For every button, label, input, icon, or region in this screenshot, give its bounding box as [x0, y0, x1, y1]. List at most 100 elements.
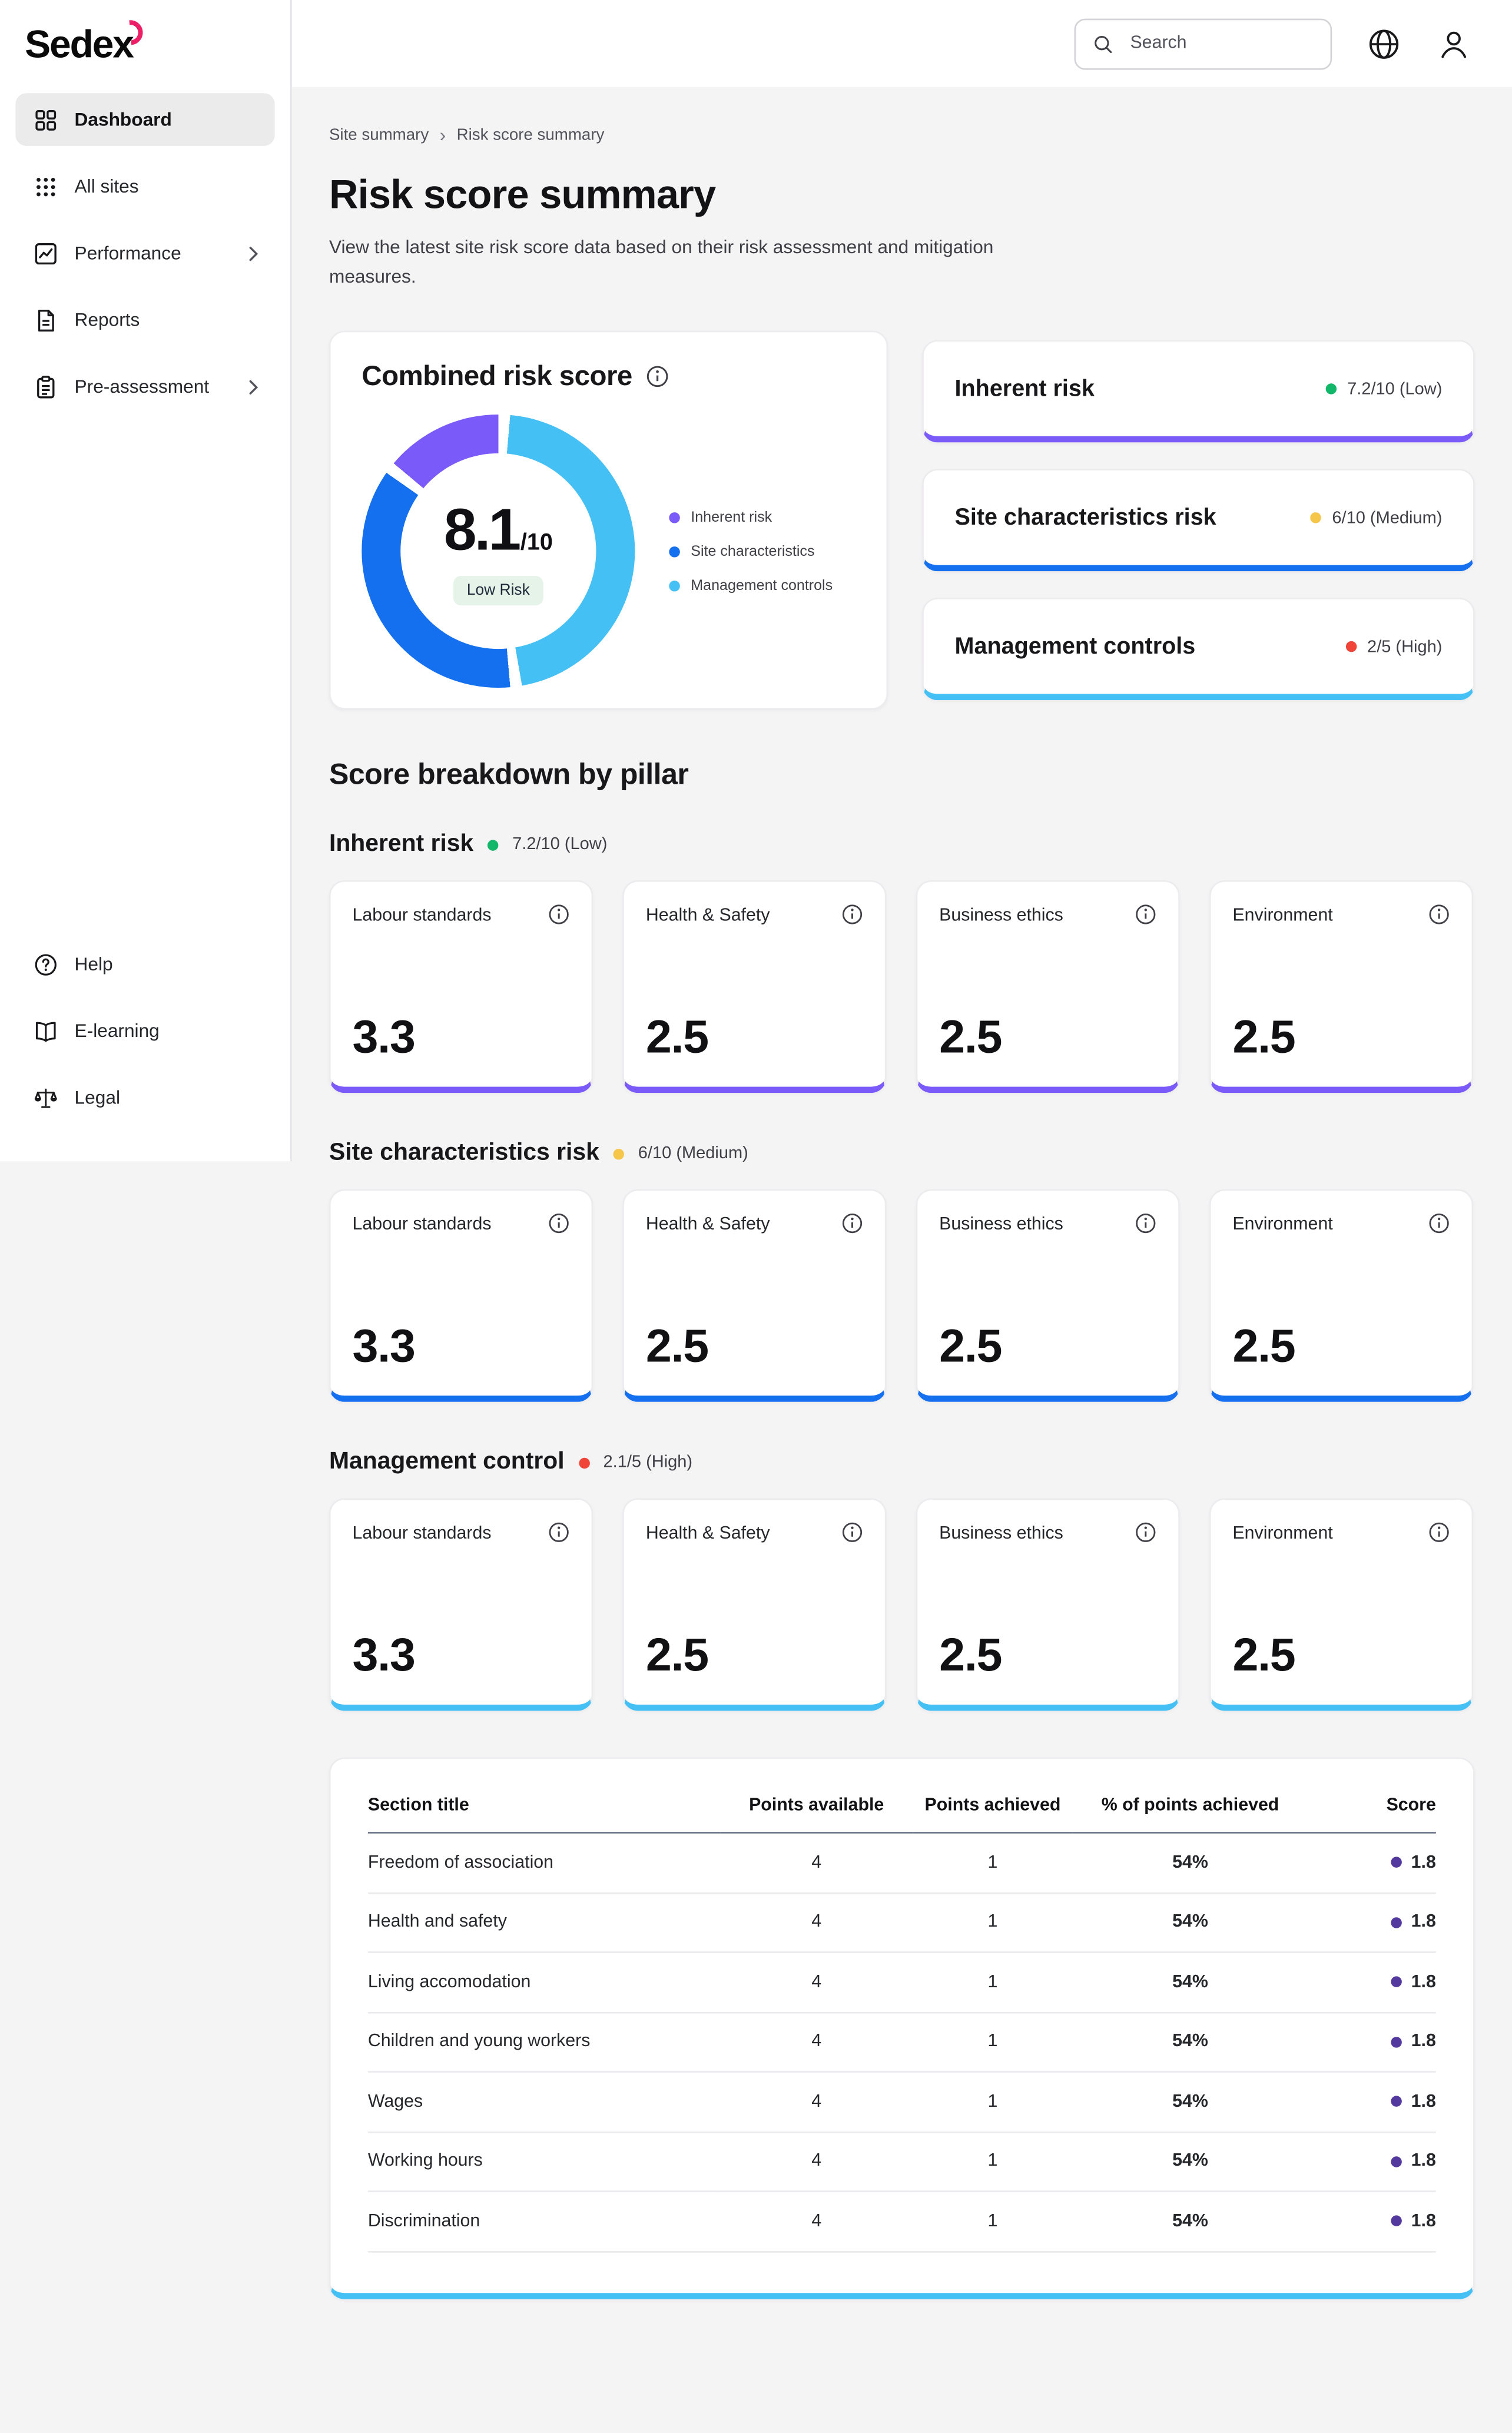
pillar-card-business-ethics: Business ethics 2.5 — [916, 1189, 1180, 1403]
status-dot — [613, 1148, 625, 1159]
breadcrumb: Site summary › Risk score summary — [329, 124, 1475, 146]
logo-wrap: Sedex — [0, 0, 290, 71]
pillar-card-label: Health & Safety — [645, 1215, 770, 1235]
info-icon[interactable] — [548, 1522, 570, 1543]
pillar-cards-site-characteristics-risk: Labour standards 3.3 Health & Safety 2.5… — [329, 1189, 1475, 1403]
pillar-card-score: 2.5 — [1232, 1012, 1295, 1064]
pillar-cards-inherent-risk: Labour standards 3.3 Health & Safety 2.5… — [329, 880, 1475, 1093]
score-dot — [1391, 1976, 1402, 1988]
search-box[interactable] — [1074, 18, 1332, 69]
risk-summary-column: Inherent risk 7.2/10 (Low) Site characte… — [922, 331, 1475, 710]
pillar-card-score: 2.5 — [645, 1630, 709, 1682]
pillar-card-label: Labour standards — [352, 1524, 492, 1544]
summary-card-score: 2/5 (High) — [1367, 637, 1443, 657]
sidebar-item-dashboard[interactable]: Dashboard — [15, 93, 275, 146]
legend-label: Inherent risk — [691, 508, 772, 526]
pillar-card-score: 3.3 — [352, 1012, 416, 1064]
info-icon[interactable] — [841, 1522, 863, 1543]
summary-card-score: 6/10 (Medium) — [1332, 508, 1443, 528]
cell-score: 1.8 — [1308, 2132, 1436, 2193]
sidebar-item-performance[interactable]: Performance — [15, 227, 274, 280]
score-dot — [1391, 2036, 1402, 2047]
pillar-title: Inherent risk — [329, 831, 474, 857]
info-icon[interactable] — [841, 1213, 863, 1235]
sidebar-item-all-sites[interactable]: All sites — [15, 160, 274, 213]
info-icon[interactable] — [548, 1213, 570, 1235]
combined-score-value: 8.1 — [443, 498, 521, 563]
score-dot — [1391, 2215, 1402, 2227]
pillar-card-label: Environment — [1232, 1215, 1333, 1235]
info-icon[interactable] — [1428, 1213, 1450, 1235]
sidebar-item-reports[interactable]: Reports — [15, 293, 274, 346]
pillar-card-label: Labour standards — [352, 907, 492, 926]
summary-card-site-characteristics-risk: Site characteristics risk 6/10 (Medium) — [922, 469, 1475, 572]
cell-points-available: 4 — [720, 2012, 913, 2073]
pillar-score-text: 2.1/5 (High) — [603, 1453, 693, 1472]
info-icon[interactable] — [1428, 904, 1450, 926]
score-dot — [1391, 2156, 1402, 2167]
legend-dot — [669, 546, 680, 557]
pre-assessment-clipboard-icon — [31, 373, 59, 400]
cell-section: Living accomodation — [367, 1953, 721, 2013]
pillar-title: Management control — [329, 1448, 565, 1476]
info-icon[interactable] — [1428, 1522, 1450, 1543]
sidebar-item-label: Pre-assessment — [74, 376, 210, 397]
status-dot — [1310, 512, 1321, 524]
donut-legend: Inherent risk Site characteristics Manag… — [669, 509, 833, 594]
pillar-card-score: 2.5 — [939, 1012, 1002, 1064]
breadcrumb-site-summary[interactable]: Site summary — [329, 125, 429, 145]
info-icon[interactable] — [1135, 904, 1156, 926]
info-icon[interactable] — [841, 904, 863, 926]
score-value: 1.8 — [1411, 1973, 1436, 1991]
table-header-row: Section title Points available Points ac… — [367, 1775, 1436, 1834]
sidebar-item-help[interactable]: Help — [15, 938, 274, 991]
sidebar-item-pre-assessment[interactable]: Pre-assessment — [15, 360, 274, 413]
pillar-card-score: 2.5 — [939, 1321, 1002, 1373]
sedex-logo[interactable]: Sedex — [25, 15, 148, 68]
cell-section: Children and young workers — [367, 2012, 721, 2073]
summary-card-value: 7.2/10 (Low) — [1325, 380, 1442, 399]
search-input[interactable] — [1127, 32, 1315, 55]
info-icon[interactable] — [548, 904, 570, 926]
sidebar-item-label: Performance — [74, 242, 181, 264]
pillar-card-label: Health & Safety — [645, 907, 770, 926]
risk-level-badge: Low Risk — [453, 575, 544, 605]
pillar-head-management-control: Management control 2.1/5 (High) — [329, 1448, 1475, 1476]
score-value: 1.8 — [1411, 2032, 1436, 2051]
cell-section: Health and safety — [367, 1892, 721, 1954]
info-icon[interactable] — [646, 365, 670, 389]
cell-percent: 54% — [1073, 2072, 1308, 2133]
score-value: 1.8 — [1411, 1853, 1436, 1872]
cell-score: 1.8 — [1308, 2012, 1436, 2073]
table-row: Living accomodation 4 1 54% 1.8 — [367, 1953, 1436, 2013]
cell-percent: 54% — [1073, 2192, 1308, 2252]
pillar-card-label: Health & Safety — [645, 1524, 770, 1544]
info-icon[interactable] — [1135, 1213, 1156, 1235]
globe-icon[interactable] — [1366, 26, 1402, 62]
search-icon — [1092, 32, 1115, 55]
pillar-head-site-characteristics-risk: Site characteristics risk 6/10 (Medium) — [329, 1140, 1475, 1168]
table-header-percent-achieved: % of points achieved — [1073, 1775, 1308, 1834]
pillar-card-score: 2.5 — [939, 1630, 1002, 1682]
status-dot — [1345, 641, 1357, 652]
status-dot — [1325, 383, 1337, 395]
table-row: Wages 4 1 54% 1.8 — [367, 2072, 1436, 2133]
sidebar-item-e-learning[interactable]: E-learning — [15, 1005, 274, 1058]
cell-points-achieved: 1 — [912, 1953, 1073, 2013]
user-avatar-icon[interactable] — [1436, 26, 1472, 62]
cell-percent: 54% — [1073, 2012, 1308, 2073]
summary-card-title: Management controls — [954, 634, 1196, 661]
legend-label: Management controls — [691, 576, 833, 594]
legend-item-inherent-risk: Inherent risk — [669, 509, 833, 526]
pillar-card-score: 2.5 — [645, 1012, 709, 1064]
pillar-card-health-safety: Health & Safety 2.5 — [622, 1498, 887, 1712]
info-icon[interactable] — [1135, 1522, 1156, 1543]
sidebar-item-legal[interactable]: Legal — [15, 1071, 274, 1124]
cell-points-available: 4 — [720, 1892, 913, 1954]
cell-percent: 54% — [1073, 2132, 1308, 2193]
combined-risk-score-card: Combined risk score 8.1 /10 Low Risk — [329, 331, 888, 710]
cell-points-achieved: 1 — [912, 2012, 1073, 2073]
cell-points-achieved: 1 — [912, 1833, 1073, 1894]
table-row: Health and safety 4 1 54% 1.8 — [367, 1892, 1436, 1954]
